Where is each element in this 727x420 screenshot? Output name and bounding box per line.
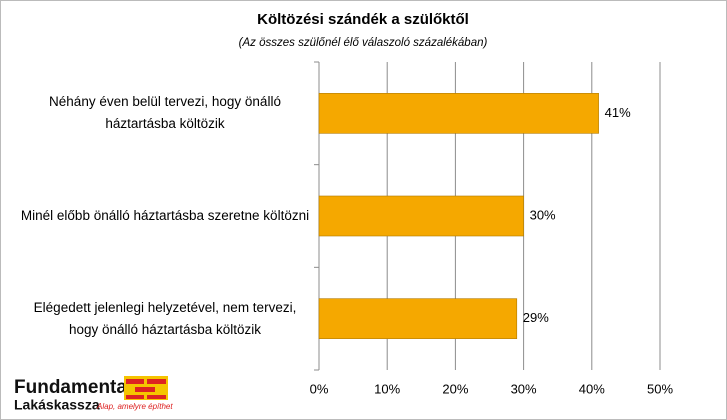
x-tick-label: 20% <box>442 381 468 396</box>
chart-title: Költözési szándék a szülőktől <box>257 11 469 28</box>
logo-brick <box>135 387 155 392</box>
logo-brick <box>126 379 144 384</box>
logo-brick <box>147 395 166 399</box>
value-label: 30% <box>530 207 556 222</box>
logo-slogan: Alap, amelyre építhet <box>96 402 173 411</box>
bar <box>318 195 524 237</box>
logo: Fundamenta Lakáskassza Alap, amelyre épí… <box>14 376 173 413</box>
value-label: 41% <box>605 105 631 120</box>
y-tick-label: Minél előbb önálló háztartásba szeretne … <box>20 208 310 223</box>
bar <box>318 93 599 134</box>
bar <box>318 298 518 339</box>
logo-brick <box>126 395 144 399</box>
x-tick-label: 30% <box>511 381 537 396</box>
value-label: 29% <box>523 310 549 325</box>
y-tick-label: Elégedett jelenlegi helyzetével, nem ter… <box>33 299 297 337</box>
x-tick-label: 40% <box>579 381 605 396</box>
logo-brick <box>147 379 166 384</box>
y-tick-label: Néhány éven belül tervezi, hogy önálló h… <box>49 94 281 132</box>
chart-subtitle: (Az összes szülőnél élő válaszoló százal… <box>239 37 488 49</box>
x-tick-label: 0% <box>310 381 329 396</box>
x-tick-label: 10% <box>374 381 400 396</box>
x-tick-label: 50% <box>647 381 673 396</box>
logo-name: Fundamenta <box>14 377 127 398</box>
logo-subname: Lakáskassza <box>14 397 100 413</box>
